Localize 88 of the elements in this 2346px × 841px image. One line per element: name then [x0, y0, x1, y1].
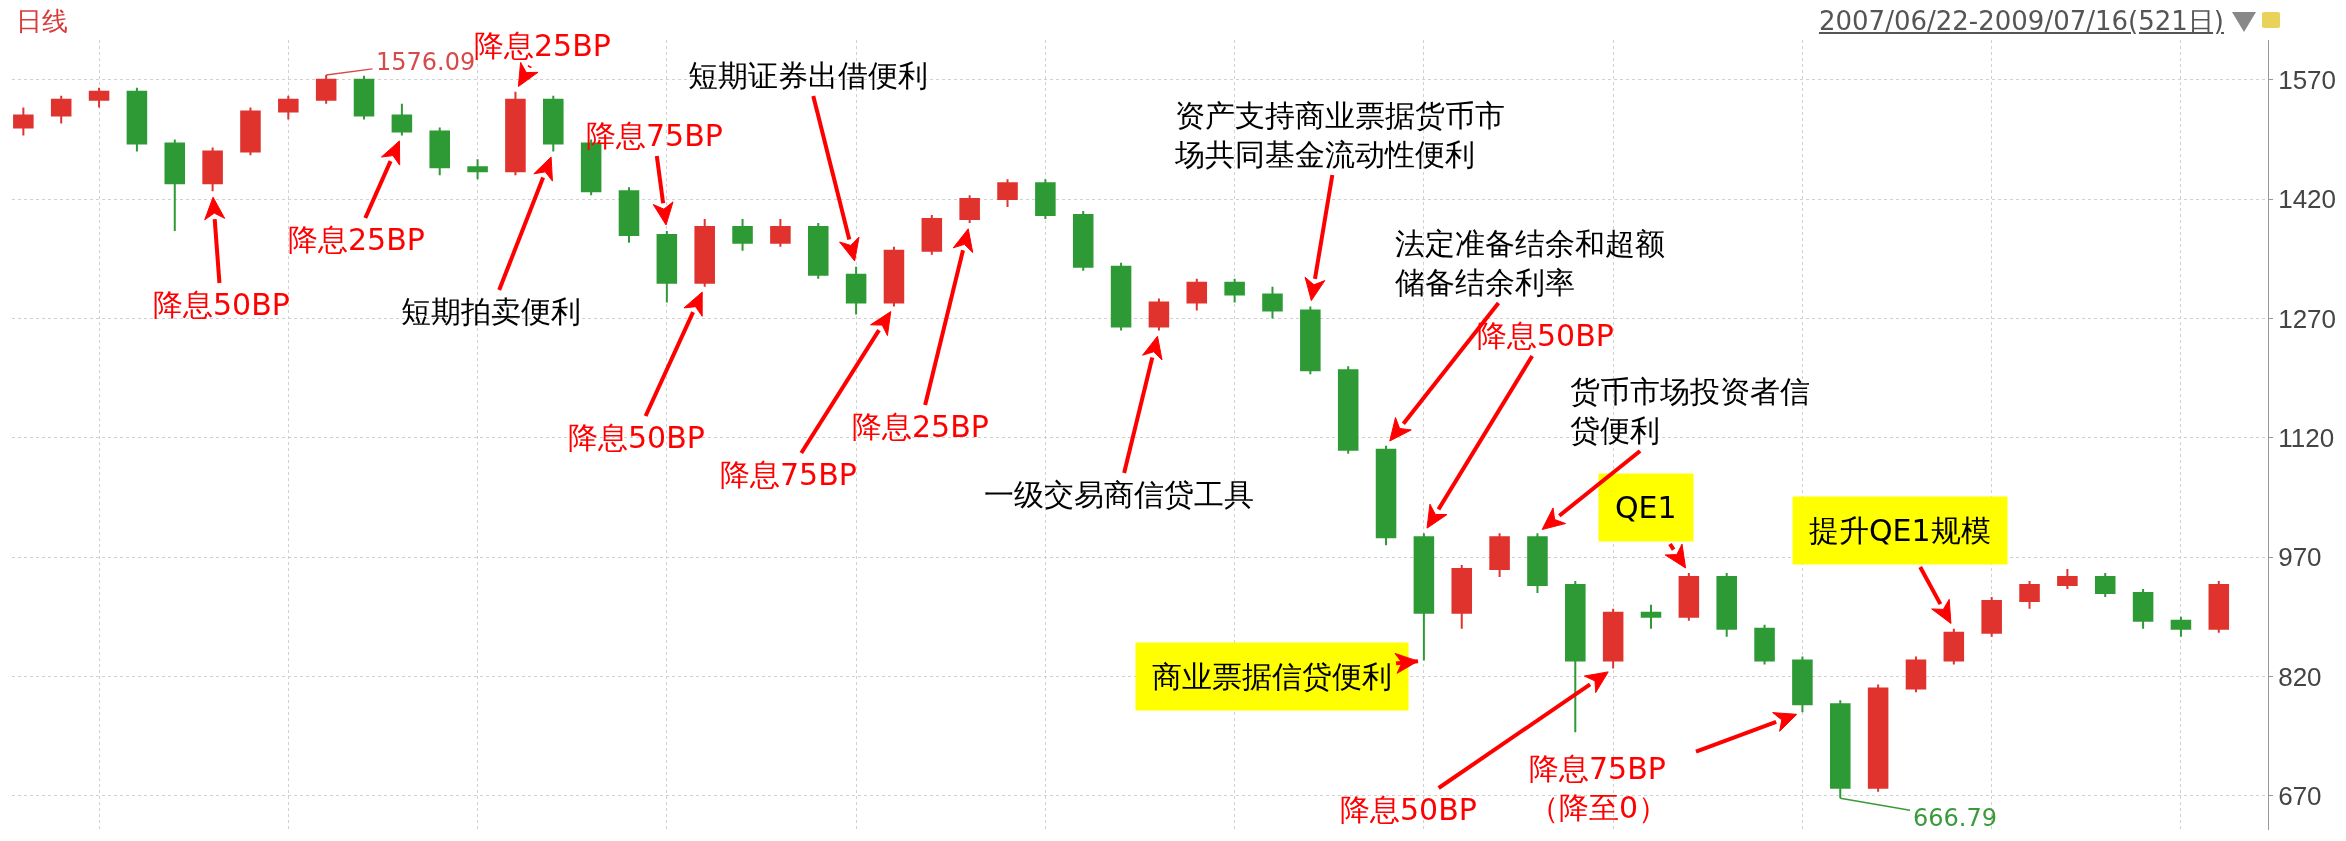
- candlestick: [883, 245, 905, 308]
- annotation: 降息75BP（降至0）: [1529, 751, 1669, 825]
- annotation: 法定准备结余和超额储备结余利率: [1395, 226, 1665, 300]
- candlestick: [1186, 277, 1208, 312]
- candlestick: [1829, 699, 1851, 800]
- candlestick: [2132, 587, 2154, 630]
- candlestick: [1943, 627, 1965, 666]
- candlestick: [1640, 603, 1662, 630]
- candlestick: [1224, 277, 1245, 304]
- y-tick-label: 970: [2278, 542, 2322, 573]
- candlestick: [959, 194, 980, 224]
- candlestick: [845, 265, 867, 316]
- y-tick-label: 820: [2278, 661, 2322, 692]
- annotation: 短期证券出借便利: [688, 58, 928, 93]
- y-tick-label: 1270: [2278, 303, 2337, 334]
- candlestick: [1413, 532, 1435, 662]
- candlestick: [391, 102, 413, 137]
- candlestick: [278, 94, 299, 121]
- candlestick: [1262, 285, 1283, 320]
- annotation: 降息75BP: [586, 118, 723, 153]
- candlestick: [543, 94, 564, 153]
- candlestick: [2019, 579, 2040, 610]
- annotation: 降息25BP: [474, 28, 611, 63]
- candlestick: [770, 218, 791, 248]
- y-tick-label: 1420: [2278, 184, 2337, 215]
- candlestick: [88, 86, 110, 109]
- candlestick: [505, 90, 526, 177]
- candlestick: [997, 178, 1018, 209]
- annotation: 降息25BP: [852, 409, 989, 444]
- candlestick: [1792, 655, 1813, 714]
- annotation: 资产支持商业票据货币市场共同基金流动性便利: [1174, 98, 1505, 172]
- candlestick: [50, 94, 72, 125]
- annotation: QE1: [1615, 490, 1677, 525]
- candlestick: [202, 146, 223, 193]
- candlestick: [1527, 532, 1548, 594]
- candlestick: [1716, 572, 1737, 638]
- candlestick: [429, 126, 451, 177]
- annotation: 商业票据信贷便利: [1152, 659, 1392, 694]
- y-tick-label: 1120: [2278, 422, 2335, 453]
- candlestick: [2170, 615, 2192, 638]
- annotation: 666.79: [1913, 804, 1997, 832]
- annotation: 降息50BP: [153, 287, 290, 322]
- annotation: 降息75BP: [720, 457, 857, 492]
- candlestick: [1867, 683, 1889, 793]
- candlestick: [618, 186, 640, 244]
- candlestick: [467, 158, 488, 181]
- candlestick: [1565, 579, 1586, 734]
- candlestick: [807, 221, 829, 280]
- y-tick-label: 1570: [2278, 64, 2337, 95]
- annotation: 货币市场投资者信贷便利: [1570, 374, 1810, 448]
- candlestick: [1337, 365, 1359, 455]
- annotation: 提升QE1规模: [1809, 513, 1991, 548]
- candlestick: [1905, 655, 1927, 694]
- candlestick: [1451, 564, 1473, 630]
- candlestick: [1148, 297, 1170, 332]
- candlestick: [353, 74, 375, 121]
- candlestick: [1375, 444, 1397, 547]
- candlestick: [126, 86, 148, 153]
- candlestick: [2094, 572, 2116, 598]
- chart-subtitle: 2007/06/22-2009/07/16(521日): [1818, 5, 2224, 38]
- candlestick: [2208, 579, 2230, 634]
- annotation: 降息50BP: [1477, 318, 1614, 353]
- candlestick: [1602, 607, 1624, 670]
- candlestick: [1678, 572, 1700, 622]
- annotation: 1576.09: [376, 48, 476, 76]
- annotation: 降息50BP: [1340, 792, 1477, 827]
- candlestick: [1110, 261, 1132, 332]
- annotation: 短期拍卖便利: [401, 294, 581, 329]
- candlestick: [921, 214, 943, 256]
- candlestick: [164, 138, 186, 232]
- candlestick: [732, 218, 753, 252]
- candlestick: [656, 229, 678, 304]
- candlestick: [315, 73, 337, 105]
- candlestick: [1981, 595, 2002, 638]
- chart-title: 日线: [16, 5, 68, 38]
- annotation: 降息50BP: [568, 420, 705, 455]
- candlestick: [13, 106, 34, 137]
- candlestick: [1035, 178, 1056, 220]
- annotation: 一级交易商信贷工具: [984, 477, 1254, 512]
- candlestick: [240, 106, 261, 157]
- annotation: 降息25BP: [288, 222, 425, 257]
- candlestick: [2057, 568, 2078, 590]
- candlestick: [694, 218, 715, 288]
- candlestick: [1754, 623, 1775, 666]
- y-tick-label: 670: [2278, 780, 2322, 811]
- candlestick: [1072, 210, 1094, 272]
- candlestick: [1489, 532, 1510, 579]
- candlestick: [1300, 305, 1321, 376]
